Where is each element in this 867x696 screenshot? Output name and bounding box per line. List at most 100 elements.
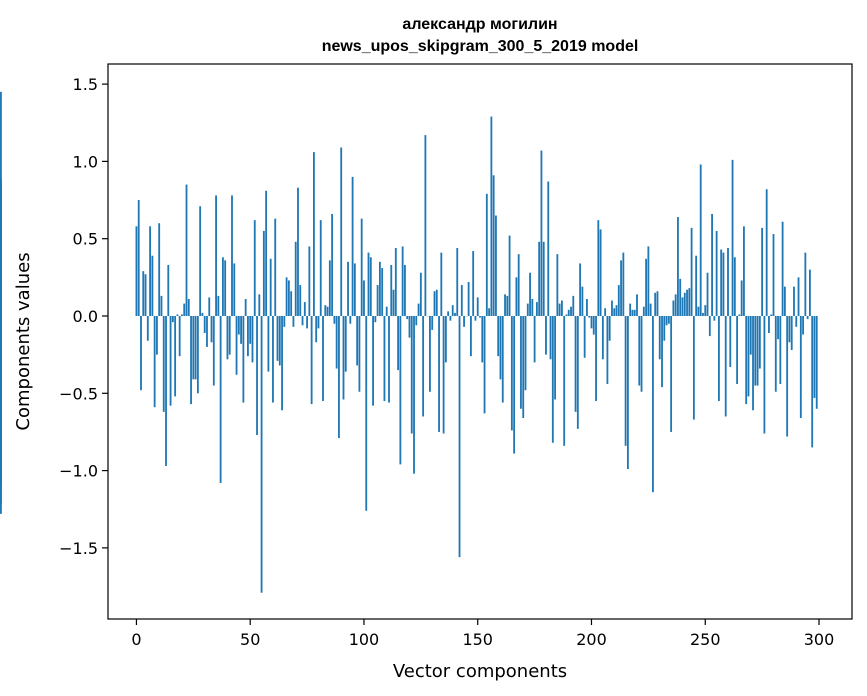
bar-component-214 (622, 252, 625, 316)
bar-component-68 (290, 291, 293, 316)
bar-component-182 (549, 315, 552, 360)
bar-component-131 (433, 291, 436, 316)
bar-component-23 (187, 298, 190, 316)
bar-component-200 (590, 315, 593, 329)
bar-component-63 (278, 315, 281, 366)
bar-component-199 (588, 315, 591, 318)
bar-component-108 (381, 268, 384, 316)
bar-component-215 (624, 315, 627, 446)
bar-component-298 (813, 315, 816, 398)
bar-component-15 (169, 315, 172, 406)
bar-component-233 (665, 315, 668, 326)
bar-component-181 (547, 181, 550, 316)
bar-component-92 (344, 315, 347, 372)
bar-component-238 (677, 217, 679, 316)
bar-component-1 (137, 200, 140, 316)
bar-component-141 (456, 247, 459, 316)
bar-component-206 (604, 308, 607, 316)
bar-component-184 (554, 315, 556, 400)
bar-component-45 (237, 315, 240, 335)
bar-component-70 (294, 241, 297, 316)
bar-component-86 (331, 213, 334, 316)
bar-component-154 (485, 193, 488, 316)
bar-component-153 (483, 315, 486, 414)
bar-component-5 (146, 315, 149, 341)
bar-component-289 (793, 286, 795, 316)
bar-component-8 (153, 315, 156, 408)
bar-component-197 (583, 315, 586, 358)
bar-component-84 (326, 306, 329, 316)
bar-component-205 (601, 315, 604, 360)
bar-component-283 (779, 315, 782, 385)
bar-component-174 (531, 298, 534, 316)
bar-component-129 (429, 315, 431, 392)
bar-component-56 (262, 230, 265, 316)
bar-component-27 (196, 315, 199, 394)
bar-component-31 (206, 315, 208, 347)
bar-component-135 (442, 315, 445, 434)
bar-component-60 (272, 315, 274, 403)
bar-component-268 (745, 315, 748, 405)
bar-component-295 (806, 315, 809, 320)
bar-component-19 (178, 315, 181, 357)
bar-component-78 (313, 152, 315, 316)
bar-component-115 (397, 315, 399, 371)
bar-component-122 (413, 315, 415, 474)
bar-component-119 (406, 315, 409, 320)
bar-component-103 (369, 257, 372, 316)
y-tick-label: 0.5 (73, 230, 98, 249)
bar-component-161 (501, 315, 504, 403)
bar-component-171 (524, 315, 527, 391)
bar-component-147 (469, 315, 472, 357)
bar-component-undefined (0, 315, 2, 338)
bar-component-48 (244, 298, 247, 316)
bar-component-266 (740, 280, 743, 316)
bar-component-94 (349, 315, 352, 324)
bar-component-234 (667, 315, 670, 324)
bar-component-26 (194, 315, 197, 380)
chart-title-line-1: александр могилин (402, 16, 557, 33)
bar-component-290 (795, 315, 798, 327)
bar-component-166 (513, 315, 516, 454)
bar-component-65 (283, 315, 286, 327)
bar-component-120 (408, 315, 411, 338)
bar-component-10 (158, 223, 161, 316)
bar-component-97 (356, 315, 359, 366)
bar-component-286 (786, 315, 789, 437)
bar-component-76 (308, 246, 311, 316)
bar-component-82 (322, 315, 324, 402)
y-tick-label: −0.5 (59, 384, 98, 403)
bar-component-16 (171, 315, 174, 323)
bar-component-279 (770, 314, 773, 316)
bar-component-237 (674, 294, 677, 316)
bar-component-228 (654, 292, 657, 316)
bar-component-209 (611, 300, 613, 316)
bar-component-130 (431, 315, 434, 330)
bar-component-52 (253, 220, 256, 316)
bar-component-57 (265, 190, 268, 316)
bar-component-134 (440, 252, 443, 316)
bar-component-80 (317, 315, 320, 329)
bar-component-156 (490, 116, 493, 316)
bar-component-143 (460, 285, 463, 316)
bar-component-87 (333, 315, 336, 324)
bar-component-162 (504, 294, 506, 316)
bar-component-198 (586, 298, 588, 316)
bar-component-38 (221, 257, 224, 316)
bar-component-3 (142, 271, 145, 316)
bar-component-282 (777, 315, 779, 340)
bar-component-29 (201, 312, 204, 316)
bar-component-180 (545, 315, 547, 355)
bar-component-149 (474, 315, 477, 321)
bar-component-53 (256, 315, 258, 436)
bar-component-117 (401, 246, 404, 316)
bar-component-241 (683, 292, 686, 316)
bar-component-262 (731, 159, 734, 316)
bar-component-64 (281, 315, 283, 411)
bar-component-21 (183, 303, 186, 316)
bar-component-281 (774, 315, 777, 392)
bar-component-259 (724, 315, 727, 417)
bar-component-265 (738, 314, 741, 316)
bar-component-107 (378, 261, 381, 316)
